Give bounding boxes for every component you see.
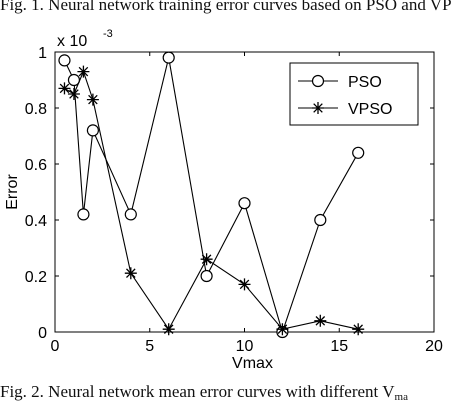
vpso-point	[124, 267, 137, 280]
bottom-caption-main: Fig. 2. Neural network mean error curves…	[0, 382, 395, 401]
legend-vpso-marker	[312, 102, 324, 114]
y-exponent-power: -3	[103, 28, 113, 40]
vpso-point	[238, 278, 251, 291]
x-tick-label: 5	[145, 338, 154, 355]
x-tick-label: 10	[236, 338, 254, 355]
legend-pso-label: PSO	[348, 74, 382, 91]
pso-point	[314, 213, 327, 227]
pso-point	[238, 197, 251, 210]
pso-point	[58, 54, 71, 67]
y-exponent-label: x 10	[57, 33, 87, 50]
y-tick-label: 0.8	[25, 101, 47, 118]
bottom-caption-subscript: ma	[394, 391, 408, 403]
pso-point	[200, 269, 213, 283]
vpso-point	[200, 253, 213, 266]
vpso-point	[77, 65, 90, 78]
vpso-point	[86, 93, 99, 106]
y-tick-label: 0.2	[25, 269, 47, 286]
pso-point	[86, 124, 100, 137]
pso-point	[352, 146, 365, 159]
legend-pso-marker	[311, 74, 325, 88]
vpso-point	[67, 88, 80, 100]
vpso-point	[58, 82, 71, 95]
pso-point	[77, 208, 90, 221]
y-axis-label: Error	[4, 174, 21, 210]
y-tick-label: 0.6	[25, 157, 47, 174]
top-caption: Fig. 1. Neural network training error cu…	[0, 0, 452, 14]
x-tick-label: 20	[425, 338, 443, 355]
x-axis-label: Vmax	[232, 355, 273, 372]
pso-point	[124, 208, 137, 221]
y-tick-label: 1	[38, 45, 47, 62]
y-tick-label: 0.4	[25, 213, 47, 230]
vpso-point	[162, 323, 175, 336]
vpso-point	[276, 323, 289, 336]
legend-box	[289, 62, 419, 126]
bottom-caption: Fig. 2. Neural network mean error curves…	[0, 382, 474, 404]
vpso-point	[352, 323, 365, 336]
legend-vpso-label: VPSO	[348, 101, 392, 118]
y-tick-label: 0	[38, 325, 47, 342]
x-tick-label: 0	[51, 338, 60, 355]
x-tick-label: 15	[330, 338, 348, 355]
vpso-point	[314, 314, 327, 327]
pso-point	[162, 51, 175, 64]
